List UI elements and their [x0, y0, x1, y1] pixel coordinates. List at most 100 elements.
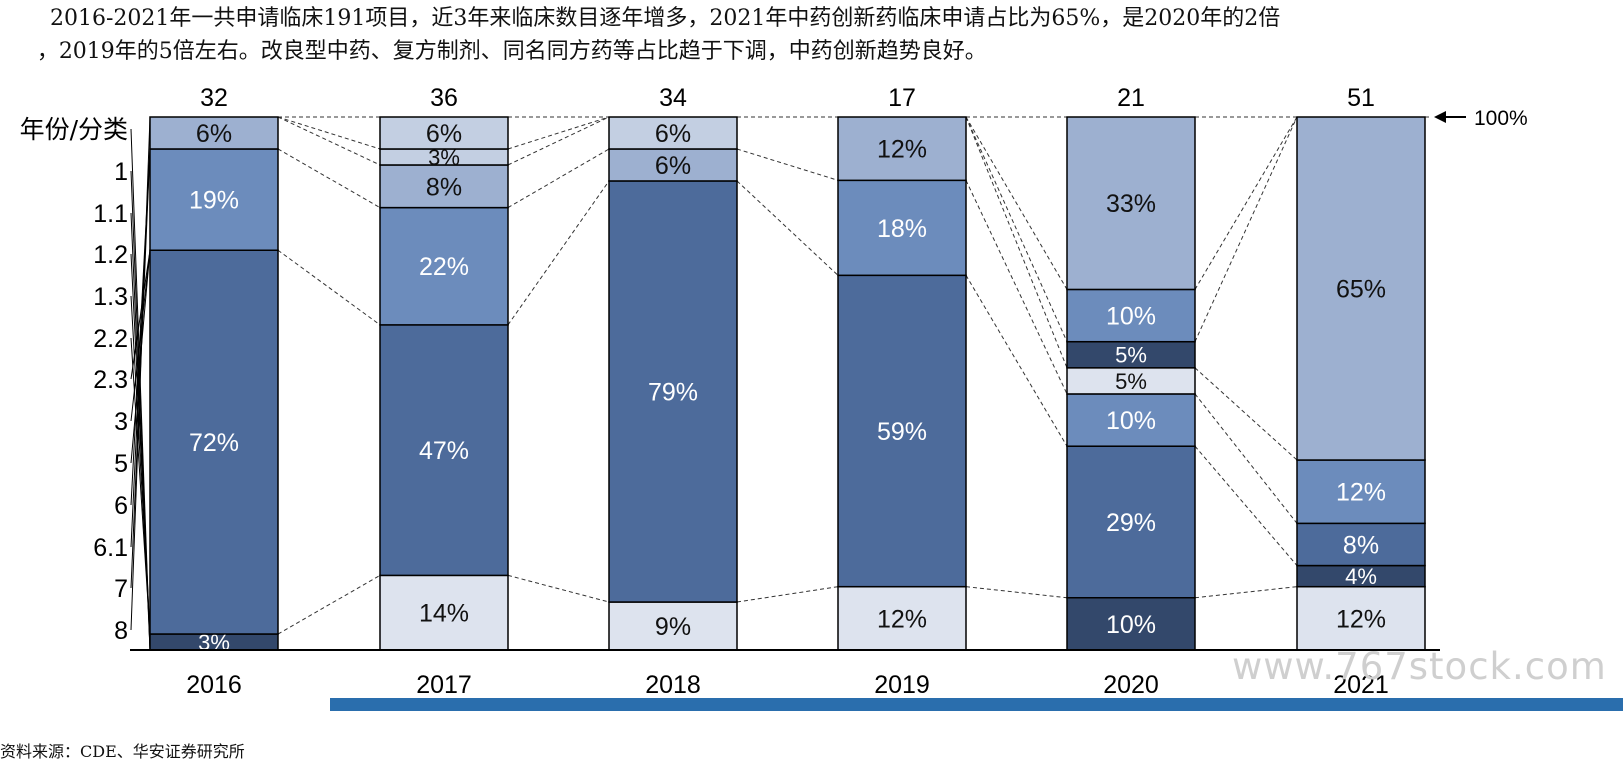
- bar-segment: [837, 116, 967, 182]
- data-label: 6%: [655, 120, 691, 148]
- bar-segment: [837, 179, 967, 277]
- legend-item: 6: [114, 492, 128, 520]
- x-tick-label: 2019: [874, 671, 930, 699]
- data-label: 72%: [189, 429, 239, 457]
- x-axis-labels: 2016 2017 2018 2019 2020 2021: [186, 671, 1389, 699]
- bar-segment: [1066, 596, 1196, 651]
- bar-segment: [149, 249, 279, 635]
- connector-line: [1194, 445, 1298, 566]
- data-label: 12%: [1336, 605, 1386, 633]
- connector-line: [277, 148, 381, 209]
- connector-line: [507, 116, 610, 150]
- legend-leader-line: [130, 337, 151, 635]
- x-tick-label: 2021: [1333, 671, 1389, 699]
- hundred-percent-marker: 100%: [1434, 107, 1528, 130]
- total-label: 32: [200, 84, 228, 112]
- data-label: 9%: [655, 613, 691, 641]
- legend: 年份/分类 1 1.1 1.2 1.3 2.2 2.3 3 5 6 6.1 7 8: [20, 115, 151, 651]
- data-label: 59%: [877, 418, 927, 446]
- legend-item: 1: [114, 158, 128, 186]
- bar-segment: [149, 116, 279, 150]
- data-label: 10%: [1106, 611, 1156, 639]
- bar-segment: [837, 274, 967, 588]
- legend-item: 2.3: [93, 366, 128, 394]
- bar-segment: [1066, 288, 1196, 343]
- watermark: www.767stock.com: [1232, 645, 1607, 688]
- bar-segment: [379, 116, 509, 150]
- connector-line: [1194, 116, 1298, 342]
- data-label: 79%: [648, 378, 698, 406]
- connector-line: [736, 180, 839, 276]
- total-label: 17: [888, 84, 916, 112]
- total-label: 36: [430, 84, 458, 112]
- data-label: 65%: [1336, 276, 1386, 304]
- legend-item: 1.2: [93, 241, 128, 269]
- data-label: 10%: [1106, 303, 1156, 331]
- x-tick-label: 2016: [186, 671, 242, 699]
- data-label: 5%: [1115, 369, 1147, 394]
- connector-line: [1194, 586, 1298, 599]
- connector-line: [507, 116, 610, 166]
- connector-line: [965, 180, 1068, 395]
- connector-lines: [277, 116, 1432, 651]
- data-label: 12%: [877, 136, 927, 164]
- bar-segment: [1296, 522, 1426, 567]
- connector-line: [1194, 367, 1298, 461]
- legend-title: 年份/分类: [20, 115, 128, 144]
- description-line-2: ，2019年的5倍左右。改良型中药、复方制剂、同名同方药等占比趋于下调，中药创新…: [36, 39, 987, 64]
- data-label: 33%: [1106, 190, 1156, 218]
- data-label: 22%: [419, 253, 469, 281]
- data-label: 6%: [655, 152, 691, 180]
- bar-stacks: 3%72%19%6%14%47%22%8%3%6%9%79%6%6%12%59%…: [149, 116, 1426, 655]
- legend-leader-line: [130, 250, 151, 380]
- bar-segment: [608, 601, 738, 651]
- bar-segment: [379, 164, 509, 209]
- bar-segment: [1296, 116, 1426, 461]
- legend-leader-line: [130, 116, 151, 631]
- x-tick-label: 2017: [416, 671, 472, 699]
- bar-segment: [1066, 116, 1196, 291]
- footer-bar: [330, 698, 1623, 711]
- connector-line: [277, 116, 381, 150]
- data-label: 10%: [1106, 407, 1156, 435]
- legend-item: 7: [114, 575, 128, 603]
- bar-segment: [149, 148, 279, 251]
- data-label: 12%: [1336, 479, 1386, 507]
- total-label: 21: [1117, 84, 1145, 112]
- data-label: 8%: [426, 173, 462, 201]
- legend-item: 8: [114, 617, 128, 645]
- bar-segment: [1066, 393, 1196, 447]
- data-label: 6%: [196, 120, 232, 148]
- bar-segment: [837, 585, 967, 651]
- data-label: 19%: [189, 187, 239, 215]
- data-label: 5%: [1115, 343, 1147, 368]
- chart-description: 2016-2021年一共申请临床191项目，近3年来临床数目逐年增多，2021年…: [36, 2, 1610, 68]
- bar-totals: 32 36 34 17 21 51: [200, 84, 1375, 112]
- connector-line: [965, 275, 1068, 447]
- legend-item: 5: [114, 450, 128, 478]
- connector-line: [965, 586, 1068, 599]
- connector-line: [736, 148, 839, 181]
- connector-line: [965, 116, 1068, 290]
- connector-line: [1194, 393, 1298, 524]
- connector-line: [965, 116, 1068, 369]
- legend-item: 2.2: [93, 325, 128, 353]
- data-label: 29%: [1106, 509, 1156, 537]
- connector-line: [507, 148, 610, 209]
- bar-segment: [379, 206, 509, 326]
- arrow-left-icon: [1434, 111, 1446, 123]
- connector-line: [736, 586, 839, 603]
- data-label: 6%: [426, 120, 462, 148]
- connector-line: [277, 249, 381, 326]
- legend-item: 3: [114, 408, 128, 436]
- x-tick-label: 2018: [645, 671, 701, 699]
- connector-line: [507, 180, 610, 326]
- data-label: 8%: [1343, 531, 1379, 559]
- hundred-percent-label: 100%: [1474, 107, 1528, 130]
- data-label: 18%: [877, 215, 927, 243]
- bar-segment: [1066, 445, 1196, 599]
- data-label: 47%: [419, 437, 469, 465]
- data-label: 12%: [877, 605, 927, 633]
- bar-segment: [608, 116, 738, 150]
- bar-segment: [379, 324, 509, 577]
